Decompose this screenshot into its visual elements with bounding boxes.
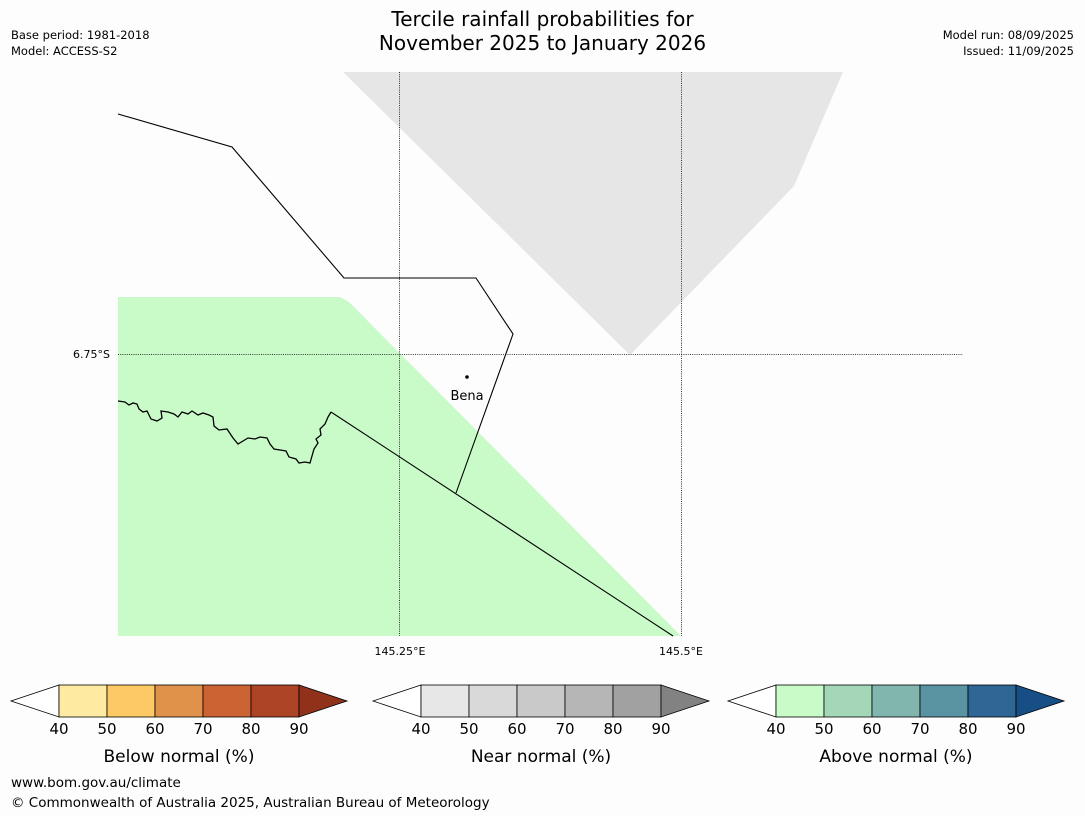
legend-swatch	[468, 684, 518, 718]
legend-swatch	[516, 684, 566, 718]
lat-label: 6.75°S	[73, 348, 110, 361]
lon-label-145-25: 145.25°E	[375, 645, 426, 658]
legend-below-normal: 40 50 60 70 80 90 Below normal (%)	[9, 684, 349, 767]
title-line-2: November 2025 to January 2026	[378, 31, 707, 55]
legend-title: Above normal (%)	[819, 747, 972, 767]
legend-above-normal: 40 50 60 70 80 90 Above normal (%)	[726, 684, 1066, 767]
legend-swatch	[420, 684, 470, 718]
legend-tick-label: 50	[459, 720, 478, 738]
legend-tick-label: 60	[145, 720, 164, 738]
legend-swatch	[919, 684, 969, 718]
legend-tick-label: 80	[958, 720, 977, 738]
boundary-north	[117, 113, 514, 494]
legend-swatch	[871, 684, 921, 718]
legend-low-extension	[9, 684, 60, 718]
legend-swatch	[775, 684, 825, 718]
legend-swatch	[823, 684, 873, 718]
bena-marker	[465, 375, 469, 379]
legend-tick-label: 90	[1006, 720, 1025, 738]
legend-high-extension	[660, 684, 711, 718]
header-left: Base period: 1981-2018 Model: ACCESS-S2	[11, 27, 150, 59]
legend-tick-label: 50	[97, 720, 116, 738]
legend-swatch	[202, 684, 252, 718]
bena-label: Bena	[450, 389, 483, 404]
near-normal-region	[343, 72, 843, 355]
legend-tick-label: 60	[507, 720, 526, 738]
legend-tick-label: 40	[411, 720, 430, 738]
legend-tick-label: 70	[193, 720, 212, 738]
title-line-1: Tercile rainfall probabilities for	[391, 7, 694, 31]
legend-swatch	[612, 684, 662, 718]
legend-swatch	[58, 684, 108, 718]
boundary-south	[330, 411, 674, 637]
legend-tick-label: 70	[910, 720, 929, 738]
footer-copyright: © Commonwealth of Australia 2025, Austra…	[11, 795, 490, 811]
legend-tick-label: 60	[862, 720, 881, 738]
legend-low-extension	[371, 684, 422, 718]
legend-swatch	[967, 684, 1017, 718]
header-right: Model run: 08/09/2025 Issued: 11/09/2025	[943, 27, 1074, 59]
river-boundary	[117, 400, 332, 464]
legend-tick-label: 90	[289, 720, 308, 738]
legend-tick-label: 40	[49, 720, 68, 738]
legend-tick-label: 80	[241, 720, 260, 738]
issued-date: Issued: 11/09/2025	[963, 44, 1074, 58]
model-name: Model: ACCESS-S2	[11, 44, 118, 58]
legend-tick-label: 40	[766, 720, 785, 738]
legend-title: Near normal (%)	[471, 747, 611, 767]
legend-high-extension	[1015, 684, 1066, 718]
legend-swatch	[154, 684, 204, 718]
legend-near-normal: 40 50 60 70 80 90 Near normal (%)	[371, 684, 711, 767]
legend-low-extension	[726, 684, 777, 718]
lon-label-145-5: 145.5°E	[659, 645, 703, 658]
legend-title: Below normal (%)	[104, 747, 255, 767]
legend-swatch	[250, 684, 300, 718]
base-period: Base period: 1981-2018	[11, 28, 150, 42]
legend-swatch	[106, 684, 156, 718]
model-run: Model run: 08/09/2025	[942, 28, 1074, 42]
map-title: Tercile rainfall probabilities for Novem…	[0, 7, 1085, 55]
legend-tick-label: 80	[603, 720, 622, 738]
legend-tick-label: 90	[651, 720, 670, 738]
legend-tick-label: 50	[814, 720, 833, 738]
legend-tick-label: 70	[555, 720, 574, 738]
legend-high-extension	[298, 684, 349, 718]
legend-swatch	[564, 684, 614, 718]
footer-url[interactable]: www.bom.gov.au/climate	[11, 775, 181, 791]
